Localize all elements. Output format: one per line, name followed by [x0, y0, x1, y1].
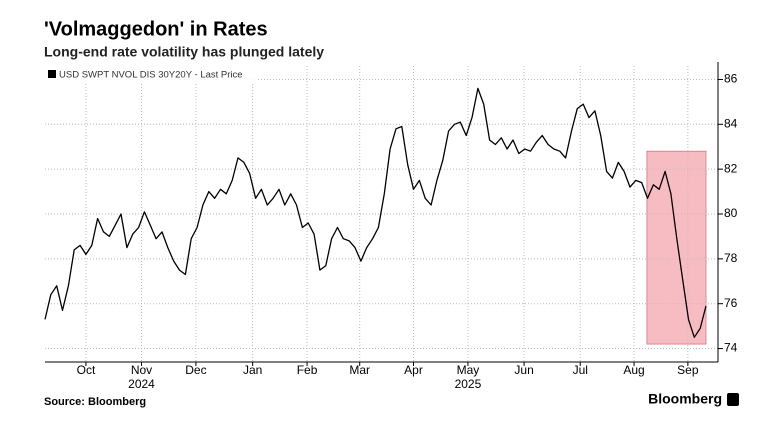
legend-background: [44, 66, 258, 82]
brand-icon: [727, 393, 739, 406]
chart-title: 'Volmaggedon' in Rates: [44, 18, 268, 40]
x-tick-label: Oct: [77, 363, 96, 377]
y-tick-label: 86: [724, 72, 738, 86]
highlight-region: [646, 150, 707, 345]
brand: Bloomberg: [648, 391, 722, 407]
y-tick-label: 78: [724, 251, 738, 265]
x-tick-label: Feb: [297, 363, 318, 377]
legend-label: USD SWPT NVOL DIS 30Y20Y - Last Price: [59, 70, 243, 81]
x-tick-label: Jan: [243, 363, 262, 377]
x-tick-label: Dec: [185, 363, 206, 377]
chart-subtitle: Long-end rate volatility has plunged lat…: [44, 44, 324, 60]
x-tick-label: Aug: [623, 363, 644, 377]
y-tick-label: 82: [724, 161, 738, 175]
y-tick-label: 80: [724, 206, 738, 220]
x-tick-label: Jul: [573, 363, 588, 377]
series-line: [44, 87, 707, 338]
year-label: 2025: [455, 377, 482, 391]
y-tick-label: 84: [724, 116, 738, 130]
source: Source: Bloomberg: [44, 396, 146, 408]
legend-swatch: [48, 70, 56, 78]
y-tick-label: 76: [724, 296, 738, 310]
x-tick-label: May: [457, 363, 480, 377]
x-tick-label: Apr: [404, 363, 423, 377]
y-tick-label: 74: [724, 341, 738, 355]
x-tick-label: Sep: [677, 363, 699, 377]
year-label: 2024: [128, 377, 155, 391]
x-tick-label: Jun: [514, 363, 533, 377]
x-tick-label: Mar: [349, 363, 370, 377]
x-tick-label: Nov: [131, 363, 152, 377]
